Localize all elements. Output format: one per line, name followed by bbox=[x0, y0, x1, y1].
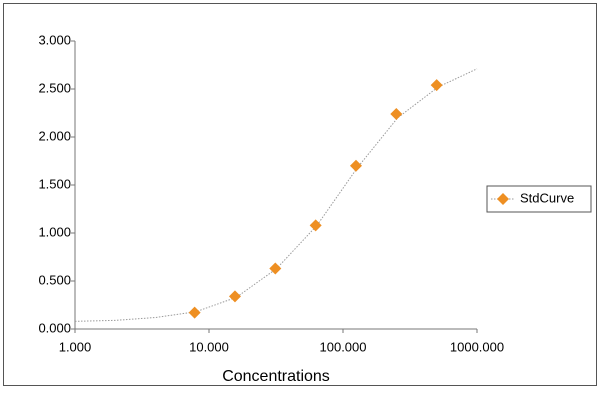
y-tick-label: 0.000 bbox=[38, 320, 71, 335]
data-point bbox=[309, 219, 322, 232]
x-tick-label: 100.000 bbox=[320, 339, 367, 354]
data-point bbox=[228, 290, 241, 303]
data-point bbox=[349, 159, 362, 172]
x-tick-label: 1000.000 bbox=[450, 339, 504, 354]
x-tick-label: 1.000 bbox=[59, 339, 92, 354]
data-point bbox=[188, 306, 201, 319]
x-axis-title: Concentrations bbox=[222, 368, 330, 385]
y-tick-label: 2.000 bbox=[38, 128, 71, 143]
data-point bbox=[269, 262, 282, 275]
y-tick-label: 1.000 bbox=[38, 224, 71, 239]
y-tick-label: 2.500 bbox=[38, 80, 71, 95]
data-point bbox=[390, 107, 403, 120]
x-tick-label: 10.000 bbox=[189, 339, 229, 354]
y-tick-label: 0.500 bbox=[38, 272, 71, 287]
legend-label: StdCurve bbox=[520, 190, 574, 205]
y-tick-label: 3.000 bbox=[38, 32, 71, 47]
legend-marker bbox=[497, 193, 509, 205]
y-tick-label: 1.500 bbox=[38, 176, 71, 191]
data-point bbox=[430, 79, 443, 92]
